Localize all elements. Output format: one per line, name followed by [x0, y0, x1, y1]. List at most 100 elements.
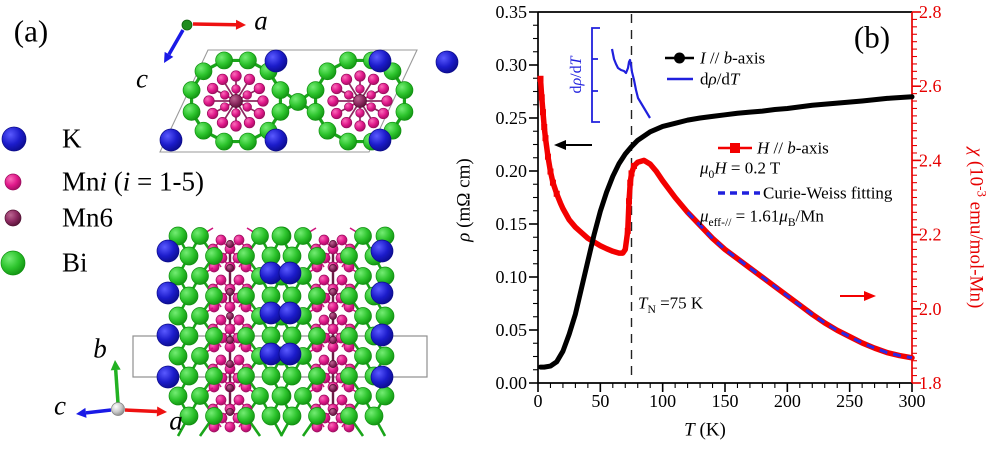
atom-Mn6 — [329, 360, 337, 368]
axis-label-a-bottom: a — [169, 405, 183, 436]
atom-Mni — [231, 84, 241, 94]
x-tick-label: 300 — [899, 391, 926, 411]
atom-Mni — [253, 107, 266, 120]
atom-Bi — [271, 226, 291, 246]
legend-field-label: H // b-axis — [757, 138, 829, 158]
atom-Bi — [318, 121, 337, 140]
atom-Mni — [344, 102, 354, 112]
atom-Mni — [230, 120, 242, 132]
atom-Mni — [230, 70, 242, 82]
atom-Mni — [327, 323, 339, 335]
susceptibility-curve — [537, 76, 915, 361]
atom-Bi — [182, 81, 201, 99]
atom-Bi — [395, 81, 414, 99]
atom-Mni — [367, 117, 380, 129]
unit-cell-parallelogram — [159, 49, 418, 153]
axis-arrow — [113, 369, 120, 404]
susceptibility-marker — [537, 75, 544, 82]
atom-Mn6 — [329, 312, 337, 320]
atom-Mni — [206, 82, 219, 95]
legend-derivative-label: dρ/dT — [700, 69, 740, 89]
atom-Mn6 — [226, 336, 234, 344]
y-left-tick-label: 0.35 — [496, 2, 528, 22]
atom-Mni — [216, 73, 229, 85]
susceptibility-marker — [549, 179, 556, 186]
x-tick-label: 100 — [649, 391, 676, 411]
atom-Mni — [318, 234, 330, 246]
atom-Bi — [354, 227, 372, 245]
axis-arrow — [124, 408, 158, 414]
atom-Bi — [282, 406, 302, 426]
atom-Bi — [375, 306, 395, 326]
atom-Mni — [203, 95, 215, 107]
axis-arrowhead — [235, 19, 246, 30]
axes-origin-dot — [181, 19, 193, 31]
plot-area: 0 50 100 150 200 250 300 0.00 0.05 0.10 0.15 0.20 0.… — [496, 2, 942, 411]
legend-label-Mni: Mni (i = 1-5) — [62, 166, 205, 197]
atom-Mni — [243, 73, 256, 85]
atom-Mni — [242, 90, 252, 100]
atom-Bi — [194, 62, 213, 81]
y-left-tick-label: 0.20 — [496, 161, 528, 181]
panel-b: 0 50 100 150 200 250 300 0.00 0.05 0.10 0.15 0.20 0.… — [440, 0, 1000, 451]
atom-Mni — [242, 102, 252, 112]
atom-Mni — [336, 234, 348, 246]
susceptibility-marker — [553, 190, 560, 197]
atom-K — [264, 49, 288, 73]
atom-Bi — [340, 247, 358, 265]
atom-Mni — [220, 90, 230, 100]
right-axis-arrowhead — [864, 291, 876, 301]
atom-Mni — [377, 82, 390, 95]
atom-Bi — [168, 226, 188, 246]
legend-label-K: K — [62, 123, 82, 154]
atom-Bi — [239, 132, 257, 151]
curie-weiss-fit-curve — [686, 211, 913, 360]
y-right-tick-label: 2.6 — [919, 76, 942, 96]
atom-Mn6 — [226, 312, 234, 320]
legend-current-label: I // b-axis — [700, 48, 766, 68]
atom-K — [368, 128, 392, 152]
crystal-structure-drawing — [0, 19, 459, 437]
atom-Mn6 — [229, 94, 243, 108]
y-right-tick-label: 2.0 — [919, 299, 942, 319]
y-axis-label-right: χ (10-3 emu/mol-Mn) — [965, 147, 990, 309]
atom-K — [278, 342, 302, 366]
atom-Mni — [327, 421, 339, 433]
atom-Bi — [339, 132, 357, 151]
atom-Mni — [355, 108, 365, 118]
atom-Bi — [282, 366, 302, 386]
axis-arrow — [85, 408, 112, 415]
x-tick-label: 150 — [712, 391, 739, 411]
x-axis-label: T (K) — [684, 419, 726, 441]
y-right-tick-label: 2.2 — [919, 225, 942, 245]
atom-Mni — [224, 323, 236, 335]
atom-Mni — [377, 107, 390, 120]
susceptibility-marker — [547, 168, 554, 175]
atom-Bi — [306, 103, 325, 121]
y-left-tick-label: 0.25 — [496, 108, 528, 128]
atom-Mni — [340, 117, 353, 129]
atom-Mni — [336, 394, 348, 406]
atom-Bi — [308, 287, 326, 305]
atom-Bi — [179, 286, 199, 306]
atom-Bi — [182, 103, 201, 121]
susceptibility-marker — [630, 162, 637, 169]
atom-Bi — [354, 347, 372, 365]
atom-Mni — [367, 73, 380, 85]
atom-Bi — [251, 387, 269, 405]
atom-Bi — [271, 386, 291, 406]
atom-Mni — [327, 95, 339, 107]
atom-Bi — [237, 327, 255, 345]
atom-Bi — [191, 307, 209, 325]
atom-Mn6 — [329, 336, 337, 344]
legend-label-Mn6: Mn6 — [62, 202, 114, 233]
legend-field-value: μ0H = 0.2 T — [700, 158, 781, 181]
atom-Mn6 — [226, 360, 234, 368]
susceptibility-marker — [628, 170, 635, 177]
atom-Mni — [233, 354, 245, 366]
atom-Bi — [340, 327, 358, 345]
susceptibility-marker — [626, 198, 633, 205]
y-left-tick-label: 0.10 — [496, 267, 528, 287]
atom-Bi — [354, 267, 372, 285]
atom-Bi — [261, 366, 281, 386]
